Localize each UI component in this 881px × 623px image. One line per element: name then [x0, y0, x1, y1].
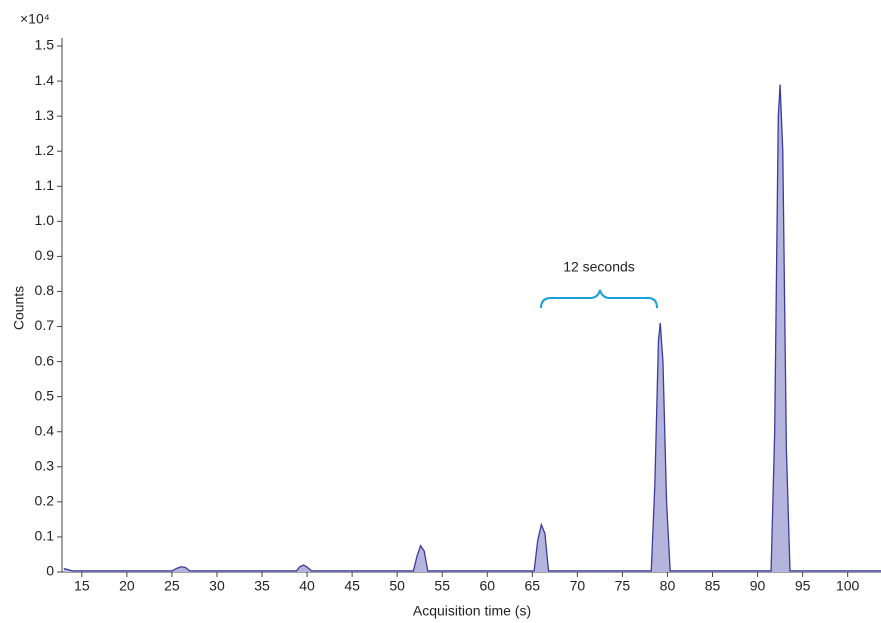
y-tick-label: 1.2	[35, 142, 55, 158]
annotation-brace	[540, 289, 658, 309]
x-tick-label: 85	[705, 578, 721, 594]
x-tick-label: 20	[119, 578, 135, 594]
y-tick-label: 0.8	[35, 282, 55, 298]
y-tick-label: 0.5	[35, 387, 55, 403]
x-tick-label: 65	[525, 578, 541, 594]
x-tick-label: 40	[299, 578, 315, 594]
x-tick-label: 75	[615, 578, 631, 594]
x-tick-label: 60	[479, 578, 495, 594]
x-tick-label: 95	[795, 578, 811, 594]
y-scale-label: ×10⁴	[20, 11, 50, 27]
x-tick-label: 45	[344, 578, 360, 594]
x-tick-label: 55	[434, 578, 450, 594]
x-tick-label: 80	[660, 578, 676, 594]
x-tick-label: 100	[836, 578, 860, 594]
y-tick-label: 0.2	[35, 493, 55, 509]
area-fill	[63, 84, 881, 572]
x-tick-label: 35	[254, 578, 270, 594]
y-tick-label: 0.7	[35, 317, 55, 333]
x-axis-label: Acquisition time (s)	[413, 603, 531, 619]
y-tick-label: 1.3	[35, 107, 55, 123]
y-tick-label: 0.6	[35, 352, 55, 368]
y-tick-label: 1.5	[35, 37, 55, 53]
x-tick-label: 15	[74, 578, 90, 594]
y-axis-label: Counts	[11, 286, 27, 330]
y-tick-label: 1.0	[35, 212, 55, 228]
trace-line	[63, 84, 881, 572]
y-tick-label: 0.4	[35, 422, 55, 438]
x-tick-label: 30	[209, 578, 225, 594]
y-tick-label: 1.1	[35, 177, 55, 193]
annotation: 12 seconds	[563, 259, 635, 275]
x-tick-label: 25	[164, 578, 180, 594]
y-tick-label: 1.4	[35, 72, 55, 88]
y-tick-label: 0.1	[35, 528, 55, 544]
y-tick-label: 0.9	[35, 247, 55, 263]
x-tick-label: 50	[389, 578, 405, 594]
y-tick-label: 0.3	[35, 458, 55, 474]
x-tick-label: 90	[750, 578, 766, 594]
x-tick-label: 70	[570, 578, 586, 594]
y-tick-label: 0	[46, 563, 54, 579]
